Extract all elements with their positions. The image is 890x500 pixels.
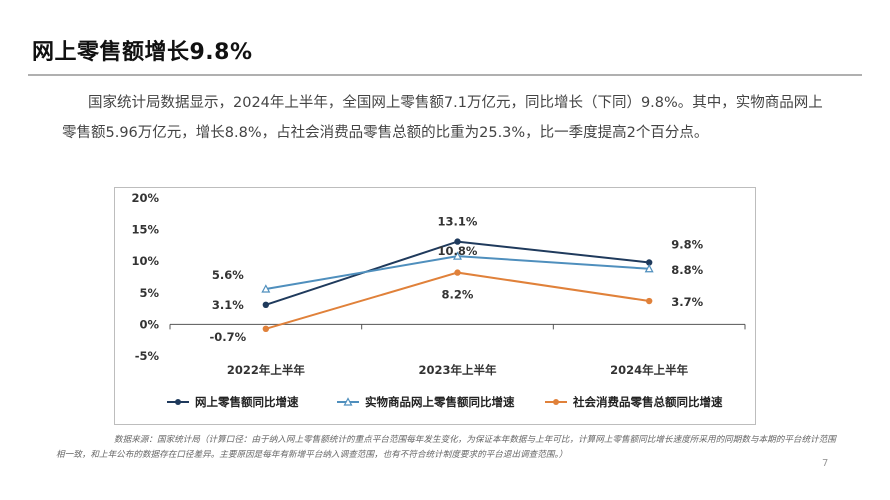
y-tick-label: 20% (131, 191, 159, 205)
y-tick-label: 0% (139, 317, 159, 331)
slide-title: 网上零售额增长9.8% (32, 40, 253, 65)
body-paragraph: 国家统计局数据显示，2024年上半年，全国网上零售额7.1万亿元，同比增长（下同… (62, 95, 823, 141)
data-point (644, 264, 654, 273)
legend-label: 实物商品网上零售额同比增速 (365, 395, 515, 409)
data-point (645, 259, 653, 266)
data-label: 3.1% (212, 298, 244, 312)
data-label: 8.8% (671, 263, 703, 277)
title-divider (28, 74, 862, 76)
y-tick-label: -5% (135, 349, 160, 363)
data-label: 9.8% (671, 237, 703, 251)
data-point (454, 269, 461, 276)
y-tick-label: 15% (131, 223, 159, 237)
x-category-label: 2022年上半年 (227, 363, 306, 377)
data-point (452, 251, 463, 260)
x-category-label: 2023年上半年 (418, 363, 497, 377)
data-label: 8.2% (442, 288, 474, 302)
data-label: -0.7% (209, 330, 246, 344)
legend-label: 社会消费品零售总额同比增速 (572, 395, 723, 409)
line-chart: 20% 15% 10% 5% 0% -5% 2022年上半年 2023年上半年 2024年上半年… (114, 187, 756, 425)
legend-marker (553, 399, 559, 405)
chart-canvas: 20% 15% 10% 5% 0% -5% 2022年上半年 2023年上半年 2024年上半年… (131, 191, 746, 409)
data-label: 3.7% (671, 295, 703, 309)
y-tick-label: 5% (139, 286, 159, 300)
legend-label: 网上零售额同比增速 (195, 395, 299, 409)
x-category-label: 2024年上半年 (610, 363, 689, 377)
legend-marker (343, 397, 353, 406)
data-point (454, 238, 461, 245)
page-number: 7 (822, 458, 829, 469)
y-tick-label: 10% (131, 254, 159, 268)
data-label: 10.8% (438, 244, 478, 258)
legend-marker (175, 399, 181, 405)
source-note: 数据来源：国家统计局（计算口径：由于纳入网上零售额统计的重点平台范围每年发生变化… (56, 435, 836, 460)
data-point (262, 301, 270, 309)
data-point (261, 284, 271, 293)
data-label: 13.1% (438, 215, 478, 229)
data-point (645, 297, 653, 305)
data-label: 5.6% (212, 268, 244, 282)
data-point (262, 325, 270, 333)
